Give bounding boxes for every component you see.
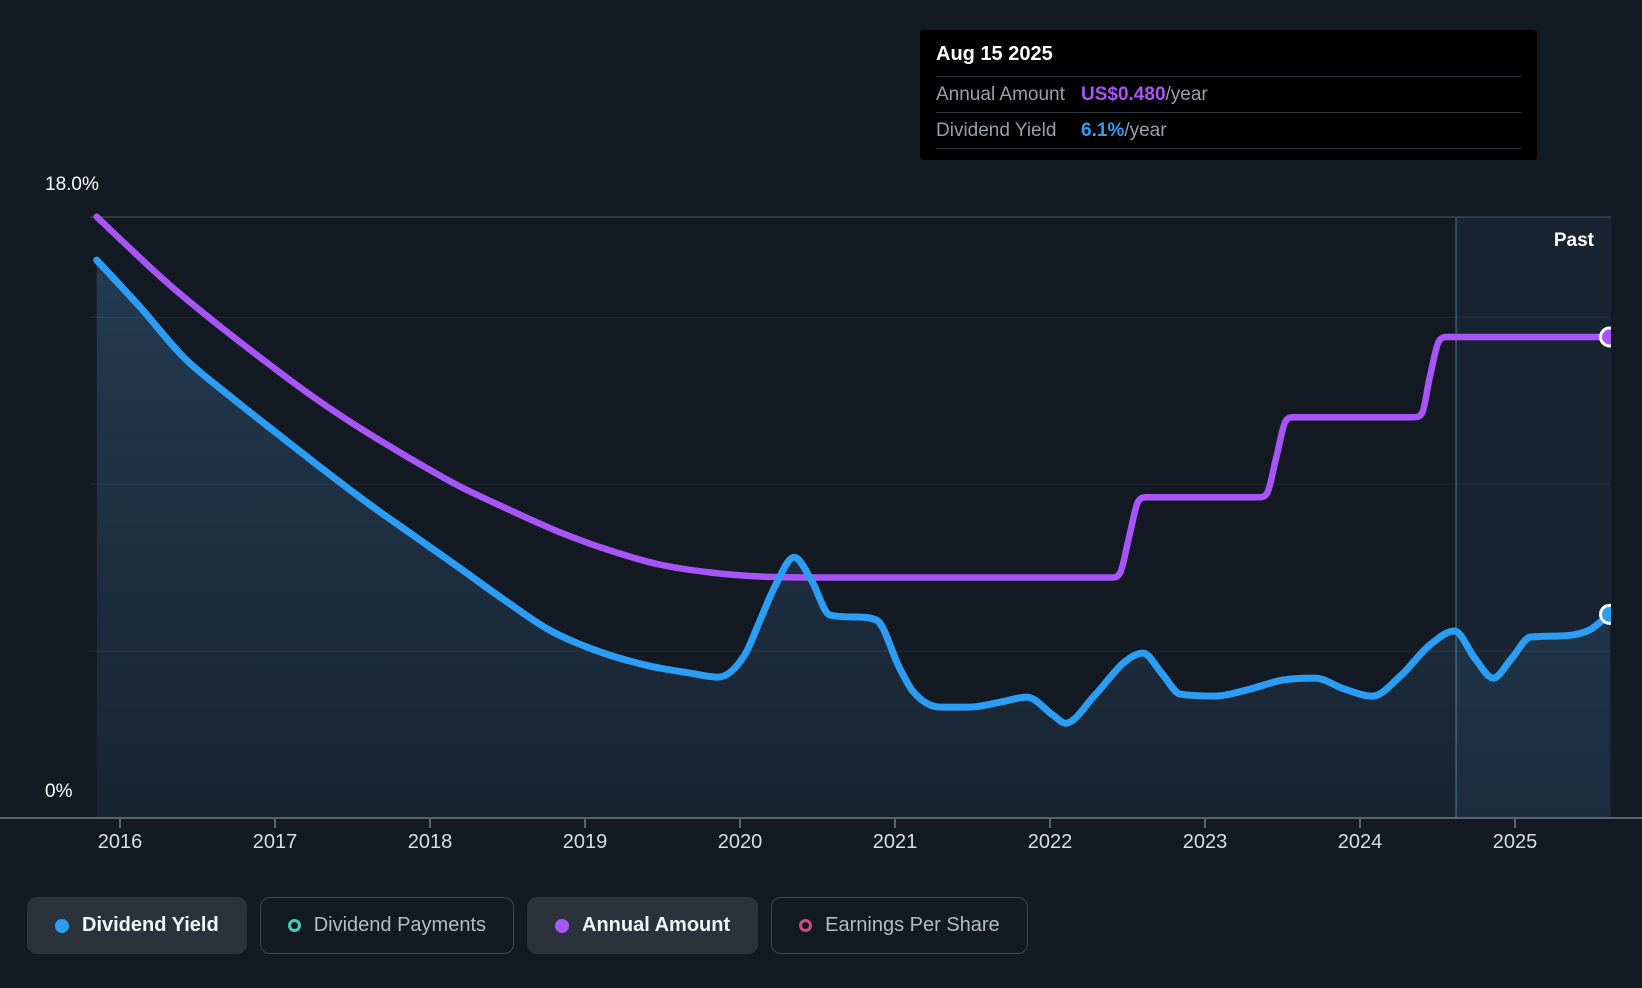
chart-tooltip: Aug 15 2025 Annual Amount US$0.480/year Di… bbox=[920, 30, 1537, 160]
tooltip-row-value: US$0.480 bbox=[1081, 83, 1166, 105]
legend-label: Earnings Per Share bbox=[825, 914, 1000, 936]
y-axis-zero-label: 0% bbox=[45, 781, 73, 802]
dividend-yield-line bbox=[93, 256, 1611, 727]
x-axis-label-2020: 2020 bbox=[717, 831, 763, 853]
plot-area[interactable] bbox=[90, 213, 1619, 818]
legend-button-annual-amount[interactable]: Annual Amount bbox=[527, 897, 759, 954]
tooltip-date: Aug 15 2025 bbox=[936, 43, 1053, 65]
y-axis-max-label: 18.0% bbox=[45, 174, 99, 195]
tooltip-row-dividend-yield: Dividend Yield 6.1%/year bbox=[936, 112, 1521, 149]
legend-button-dividend-payments[interactable]: Dividend Payments bbox=[259, 897, 515, 954]
past-region bbox=[1456, 217, 1611, 818]
tooltip-rows: Annual Amount US$0.480/year Dividend Yield… bbox=[936, 76, 1521, 149]
annual-amount-endpoint-dot bbox=[1599, 326, 1611, 348]
dividend-yield-area bbox=[96, 260, 1610, 818]
legend-button-dividend-yield[interactable]: Dividend Yield bbox=[27, 897, 247, 954]
dividend-yield-endpoint-dot bbox=[1599, 603, 1611, 625]
legend-label: Dividend Payments bbox=[313, 914, 487, 936]
past-region-label: Past bbox=[1553, 230, 1594, 251]
x-axis-label-2025: 2025 bbox=[1492, 831, 1538, 853]
tooltip-row-suffix: /year bbox=[1165, 83, 1208, 105]
x-axis-label-2024: 2024 bbox=[1337, 831, 1383, 853]
dividend-payments-swatch-icon bbox=[287, 919, 301, 932]
annual-amount-swatch-icon bbox=[555, 918, 570, 933]
chart-legend: Dividend Yield Dividend Payments Annual Am… bbox=[27, 897, 1028, 954]
tooltip-row-suffix: /year bbox=[1124, 119, 1167, 141]
tooltip-row-label: Annual Amount bbox=[936, 83, 1065, 105]
dividend-yield-swatch-icon bbox=[55, 918, 69, 933]
x-axis-label-2016: 2016 bbox=[97, 831, 143, 853]
x-axis-label-2018: 2018 bbox=[407, 831, 453, 853]
x-axis-label-2019: 2019 bbox=[562, 831, 608, 853]
tooltip-row-label: Dividend Yield bbox=[936, 119, 1057, 141]
annual-amount-line bbox=[93, 213, 1611, 581]
legend-button-earnings-per-share[interactable]: Earnings Per Share bbox=[771, 897, 1028, 954]
legend-label: Dividend Yield bbox=[82, 914, 219, 936]
tooltip-row-annual-amount: Annual Amount US$0.480/year bbox=[936, 76, 1521, 112]
legend-label: Annual Amount bbox=[582, 914, 731, 936]
x-axis-label-2017: 2017 bbox=[252, 831, 298, 853]
x-axis-label-2021: 2021 bbox=[872, 831, 918, 853]
earnings-per-share-swatch-icon bbox=[799, 919, 813, 932]
x-axis-label-2023: 2023 bbox=[1182, 831, 1228, 853]
x-axis-label-2022: 2022 bbox=[1027, 831, 1073, 853]
tooltip-row-value: 6.1% bbox=[1081, 119, 1125, 141]
